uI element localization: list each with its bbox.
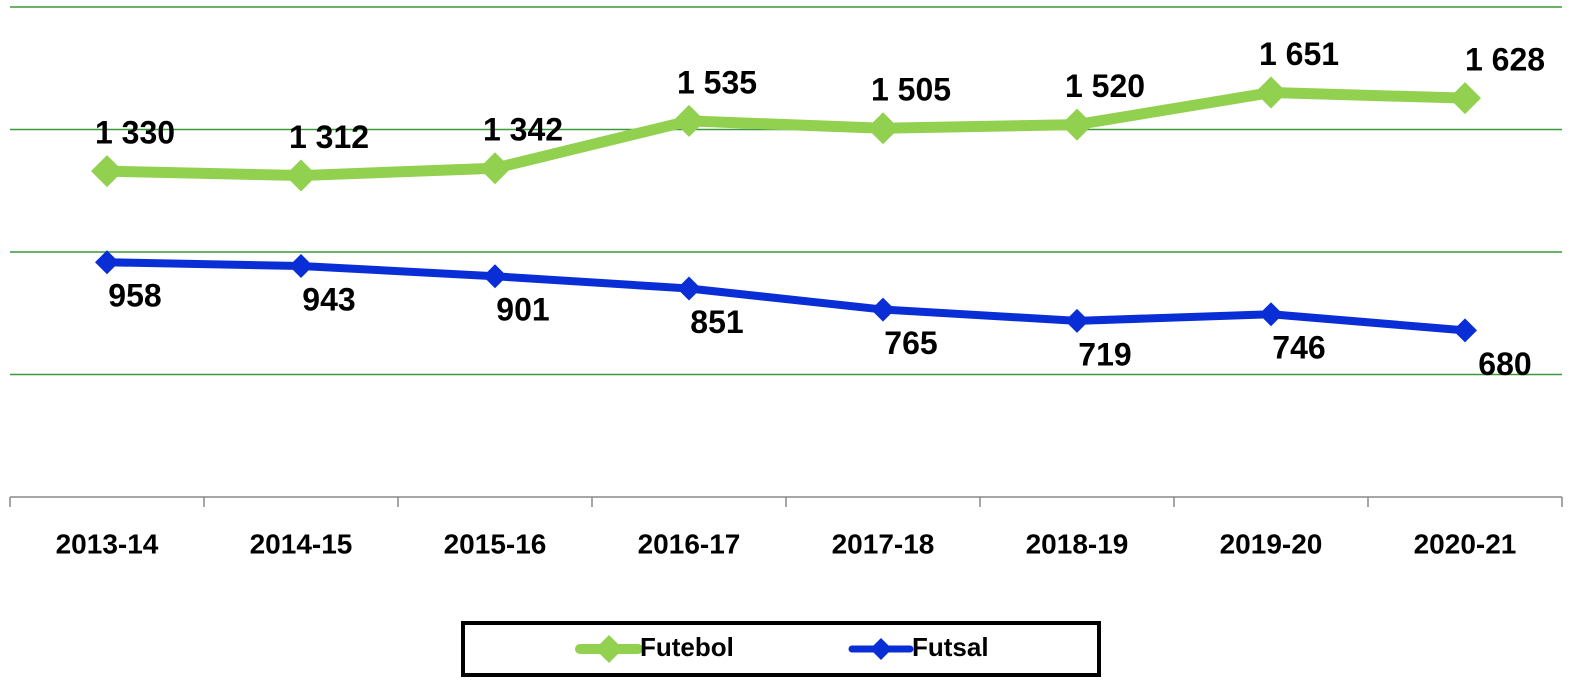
x-tick-label: 2019-20 [1220,528,1323,559]
data-point [1449,82,1481,115]
data-point [1259,302,1283,327]
data-label: 958 [108,278,161,314]
data-label: 943 [302,281,355,317]
series-line [106,258,1466,335]
data-point [1065,308,1089,333]
data-label: 1 505 [871,72,951,108]
data-label: 1 651 [1259,36,1339,72]
legend-box [461,621,1101,677]
x-tick-label: 2013-14 [56,528,159,559]
legend-marker [595,635,623,663]
data-point [91,155,123,188]
data-point [1453,318,1477,343]
data-label: 1 330 [95,115,175,151]
x-tick-label: 2015-16 [444,528,547,559]
x-tick-label: 2017-18 [832,528,935,559]
data-label: 1 342 [483,112,563,148]
legend-label: Futsal [912,632,989,662]
data-point [871,297,895,322]
data-point [289,253,313,278]
legend-label: Futebol [640,632,734,662]
data-label: 719 [1078,336,1131,372]
x-tick-label: 2018-19 [1026,528,1129,559]
data-label: 1 535 [677,64,757,100]
x-tick-label: 2014-15 [250,528,353,559]
x-tick-label: 2020-21 [1414,528,1517,559]
legend-marker [870,638,892,660]
data-label: 746 [1272,330,1325,366]
data-label: 1 628 [1465,42,1545,78]
data-point [95,250,119,275]
data-label: 851 [690,304,743,340]
series-line [106,87,1466,182]
data-label: 765 [884,325,937,361]
data-label: 680 [1478,346,1531,382]
x-tick-label: 2016-17 [638,528,741,559]
data-point [483,264,507,289]
data-point [677,276,701,301]
data-point [1061,108,1093,141]
data-point [673,104,705,137]
data-label: 1 312 [289,119,369,155]
data-label: 901 [496,292,549,328]
data-point [479,152,511,185]
data-point [285,159,317,192]
data-label: 1 520 [1065,68,1145,104]
data-point [1255,76,1287,109]
data-point [867,112,899,145]
